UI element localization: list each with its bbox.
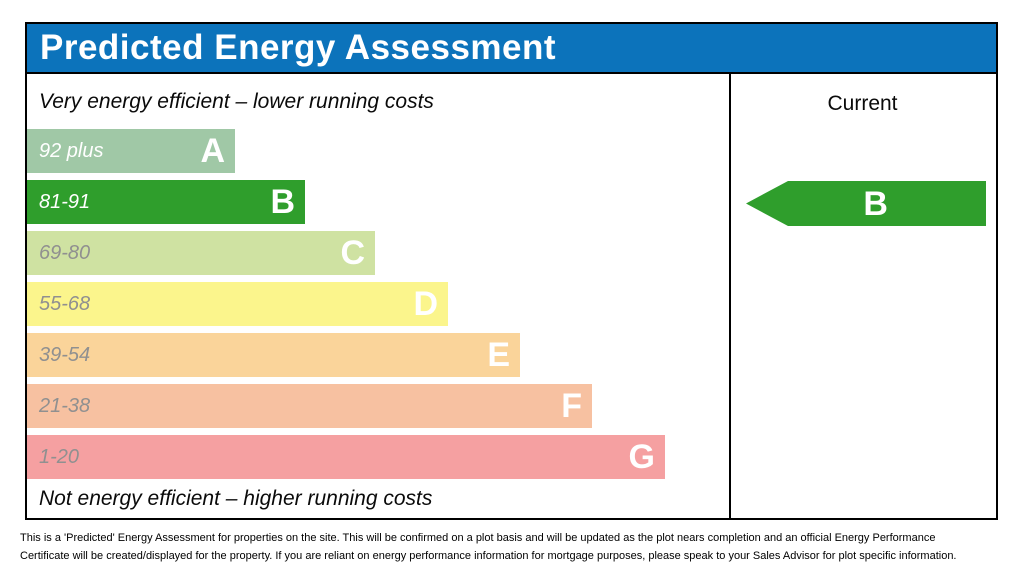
band-row-g: 1-20 G bbox=[27, 435, 729, 479]
current-rating-arrow: B bbox=[746, 181, 986, 226]
band-letter: E bbox=[487, 336, 510, 374]
band-bar-f: 21-38 F bbox=[27, 384, 592, 428]
disclaimer-line-2: Certificate will be created/displayed fo… bbox=[20, 550, 957, 562]
band-row-c: 69-80 C bbox=[27, 231, 729, 275]
disclaimer-line-1: This is a 'Predicted' Energy Assessment … bbox=[20, 532, 936, 544]
band-range-label: 81-91 bbox=[39, 190, 91, 213]
energy-rating-chart: Very energy efficient – lower running co… bbox=[25, 74, 998, 520]
page-title: Predicted Energy Assessment bbox=[40, 28, 557, 67]
band-range-label: 92 plus bbox=[39, 139, 104, 162]
top-caption: Very energy efficient – lower running co… bbox=[39, 90, 434, 113]
band-bar-c: 69-80 C bbox=[27, 231, 375, 275]
band-range-label: 39-54 bbox=[39, 343, 91, 366]
bottom-caption: Not energy efficient – higher running co… bbox=[39, 487, 433, 510]
arrow-shape bbox=[746, 181, 986, 226]
band-row-a: 92 plus A bbox=[27, 129, 729, 173]
band-letter: A bbox=[200, 132, 225, 170]
current-column-header: Current bbox=[827, 92, 898, 115]
band-letter: D bbox=[413, 285, 438, 323]
band-bar-d: 55-68 D bbox=[27, 282, 448, 326]
band-letter: C bbox=[340, 234, 365, 272]
column-divider bbox=[729, 74, 731, 518]
band-row-b: 81-91 B bbox=[27, 180, 729, 224]
band-bar-g: 1-20 G bbox=[27, 435, 665, 479]
header-banner: Predicted Energy Assessment bbox=[25, 22, 998, 74]
band-letter: G bbox=[628, 438, 655, 476]
band-row-f: 21-38 F bbox=[27, 384, 729, 428]
rating-bands: 92 plus A 81-91 B 69-80 C 55-68 D 39-54 E 21-38 F 1-… bbox=[27, 129, 729, 486]
band-letter: F bbox=[561, 387, 582, 425]
band-range-label: 69-80 bbox=[39, 241, 91, 264]
band-bar-e: 39-54 E bbox=[27, 333, 520, 377]
band-letter: B bbox=[270, 183, 295, 221]
band-range-label: 1-20 bbox=[39, 445, 80, 468]
band-row-d: 55-68 D bbox=[27, 282, 729, 326]
band-range-label: 21-38 bbox=[39, 394, 91, 417]
band-bar-a: 92 plus A bbox=[27, 129, 235, 173]
left-arrow-icon bbox=[746, 181, 986, 226]
disclaimer-text: This is a 'Predicted' Energy Assessment … bbox=[20, 529, 1015, 565]
current-rating-letter: B bbox=[863, 184, 888, 223]
band-bar-b: 81-91 B bbox=[27, 180, 305, 224]
band-row-e: 39-54 E bbox=[27, 333, 729, 377]
band-range-label: 55-68 bbox=[39, 292, 91, 315]
